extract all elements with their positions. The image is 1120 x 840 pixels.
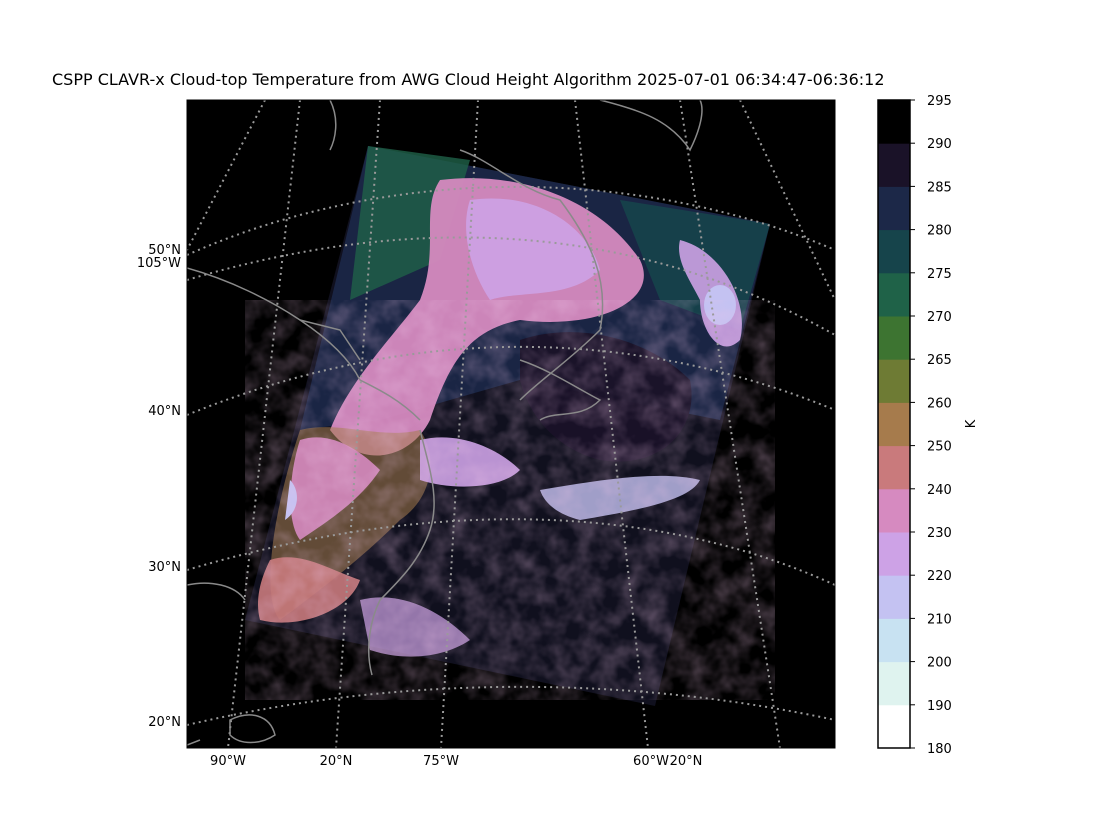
colorbar-unit-label: K <box>964 419 979 428</box>
colorbar-segment <box>878 445 910 490</box>
lon-label-90w: 90°W <box>210 754 246 769</box>
colorbar-tick-label: 290 <box>927 137 952 152</box>
graticule <box>187 100 835 748</box>
colorbar: 180 190 200 210 220 230 240 250 260 265 270 275 280 2… <box>877 94 952 757</box>
colorbar-segment <box>878 575 910 619</box>
colorbar-segment <box>878 229 910 274</box>
colorbar-segment <box>878 661 910 706</box>
colorbar-segment <box>878 488 910 533</box>
lon-label-105w: 105°W <box>137 256 181 271</box>
colorbar-tick-label: 180 <box>927 742 952 757</box>
colorbar-tick-label: 295 <box>927 94 952 109</box>
colorbar-tick-label: 190 <box>927 699 952 714</box>
colorbar-segment <box>878 359 910 403</box>
lat-label-20n: 20°N <box>148 715 181 730</box>
colorbar-segment <box>878 618 910 663</box>
colorbar-tick-label: 220 <box>927 569 952 584</box>
colorbar-frame <box>877 99 911 749</box>
colorbar-tick-label: 285 <box>927 180 952 195</box>
lat-label-40n: 40°N <box>148 404 181 419</box>
colorbar-tick-label: 260 <box>927 396 952 411</box>
coastlines <box>187 100 703 746</box>
colorbar-segment <box>878 402 910 447</box>
lat-label-30n: 30°N <box>148 560 181 575</box>
cloud-swath <box>245 146 775 706</box>
colorbar-segment <box>878 143 910 187</box>
chart-title: CSPP CLAVR-x Cloud-top Temperature from … <box>52 70 885 89</box>
colorbar-tick-label: 200 <box>927 656 952 671</box>
lat-label-20n-bottom-right: 20°N <box>670 754 703 769</box>
colorbar-tick-label: 230 <box>927 526 952 541</box>
colorbar-segment <box>878 316 910 360</box>
colorbar-tick-label: 280 <box>927 224 952 239</box>
lat-label-50n: 50°N <box>148 243 181 258</box>
colorbar-tick-label: 275 <box>927 267 952 282</box>
lon-label-60w: 60°W <box>633 754 669 769</box>
lon-label-75w: 75°W <box>423 754 459 769</box>
colorbar-segment <box>878 100 910 144</box>
colorbar-tick-label: 270 <box>927 310 952 325</box>
colorbar-segment <box>878 704 910 749</box>
colorbar-segment <box>878 186 910 231</box>
colorbar-tick-label: 250 <box>927 440 952 455</box>
colorbar-tick-label: 265 <box>927 353 952 368</box>
colorbar-segment <box>878 532 910 576</box>
colorbar-segment <box>878 272 910 317</box>
lat-label-20n-bottom: 20°N <box>320 754 353 769</box>
map-content <box>187 100 835 748</box>
colorbar-tick-label: 240 <box>927 483 952 498</box>
colorbar-tick-label: 210 <box>927 612 952 627</box>
